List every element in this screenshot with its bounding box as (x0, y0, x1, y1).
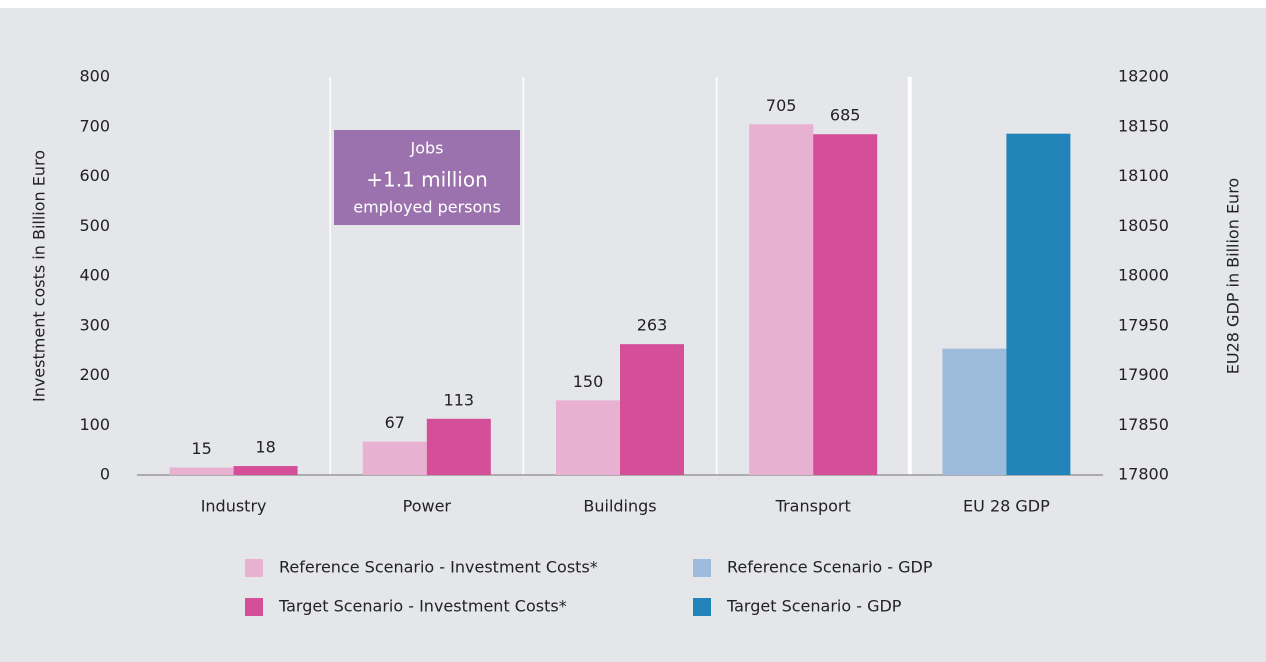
y-tick-label: 500 (79, 216, 110, 235)
bar (1006, 133, 1071, 475)
data-label: 113 (444, 390, 475, 409)
data-label: 18 (255, 438, 275, 457)
y-tick-label: 0 (100, 465, 110, 484)
bar (813, 134, 878, 475)
legend-label: Reference Scenario - Investment Costs* (279, 558, 598, 577)
chart-background (0, 8, 1266, 662)
legend-label: Target Scenario - Investment Costs* (278, 597, 567, 616)
bar (233, 466, 298, 475)
x-tick-label: Power (403, 497, 452, 516)
y2-axis-title: EU28 GDP in Billion Euro (1224, 178, 1243, 374)
y2-tick-label: 18200 (1118, 67, 1169, 86)
x-tick-label: Buildings (583, 497, 656, 516)
legend-swatch (245, 559, 263, 577)
y2-tick-label: 18100 (1118, 166, 1169, 185)
bar (426, 418, 491, 475)
y-tick-label: 400 (79, 266, 110, 285)
y-tick-label: 800 (79, 67, 110, 86)
y-tick-label: 200 (79, 365, 110, 384)
y2-tick-label: 17950 (1118, 315, 1169, 334)
data-label: 263 (637, 316, 668, 335)
y2-tick-label: 18050 (1118, 216, 1169, 235)
legend-label: Reference Scenario - GDP (727, 558, 933, 577)
legend-swatch (693, 598, 711, 616)
y-tick-label: 300 (79, 315, 110, 334)
annotation-value: +1.1 million (366, 168, 488, 192)
bar (620, 344, 684, 475)
legend-label: Target Scenario - GDP (726, 597, 902, 616)
y2-tick-label: 18150 (1118, 116, 1169, 135)
x-tick-label: Transport (775, 497, 851, 516)
y2-tick-label: 18000 (1118, 266, 1169, 285)
annotation-box (334, 130, 520, 225)
data-label: 15 (191, 439, 211, 458)
y2-tick-label: 17900 (1118, 365, 1169, 384)
legend-swatch (693, 559, 711, 577)
legend-swatch (245, 598, 263, 616)
bar (362, 441, 427, 475)
y2-tick-label: 17850 (1118, 415, 1169, 434)
y-tick-label: 700 (79, 116, 110, 135)
x-tick-label: Industry (201, 497, 267, 516)
annotation-text: employed persons (353, 198, 501, 217)
y2-tick-label: 17800 (1118, 465, 1169, 484)
y-tick-label: 600 (79, 166, 110, 185)
x-tick-label: EU 28 GDP (963, 497, 1050, 516)
annotation-title: Jobs (410, 139, 444, 158)
bar (749, 124, 814, 475)
bar (169, 467, 234, 475)
bar (942, 348, 1007, 475)
data-label: 705 (766, 96, 797, 115)
bar (556, 400, 620, 475)
y-tick-label: 100 (79, 415, 110, 434)
data-label: 67 (385, 413, 405, 432)
data-label: 685 (830, 106, 861, 125)
y-axis-title: Investment costs in Billion Euro (30, 150, 49, 402)
data-label: 150 (573, 372, 604, 391)
